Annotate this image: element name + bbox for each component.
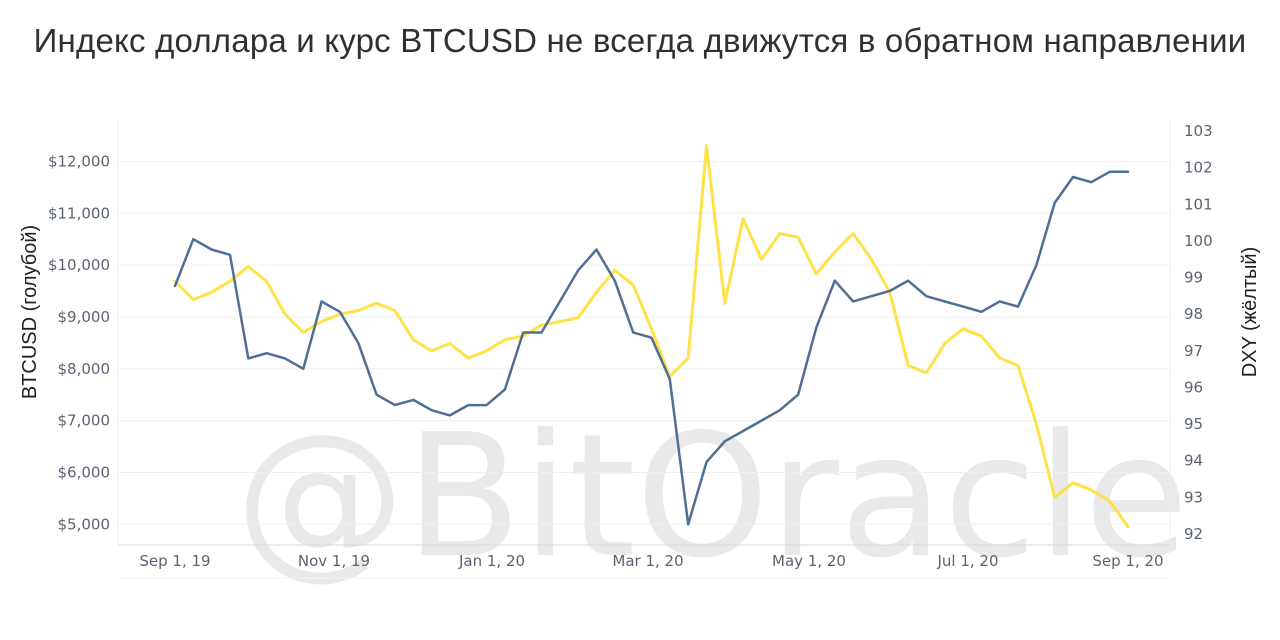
x-tick-label: Nov 1, 19 xyxy=(298,552,370,570)
right-y-tick-label: 100 xyxy=(1184,232,1213,250)
left-y-tick-label: $8,000 xyxy=(58,360,111,378)
gridlines xyxy=(118,160,1170,525)
series-dxy-line xyxy=(173,144,1130,529)
left-y-tick-label: $6,000 xyxy=(58,463,111,481)
left-y-tick-label: $5,000 xyxy=(58,515,111,533)
left-y-tick-labels: $5,000 $6,000 $7,000 $8,000 $9,000 $10,000 $11… xyxy=(48,152,110,533)
right-y-tick-label: 99 xyxy=(1184,269,1203,287)
x-tick-label: Sep 1, 20 xyxy=(1092,552,1163,570)
right-y-tick-label: 98 xyxy=(1184,305,1203,323)
x-tick-labels: Sep 1, 19 Nov 1, 19 Jan 1, 20 Mar 1, 20 May … xyxy=(139,552,1163,570)
right-y-axis-label: DXY (жёлтый) xyxy=(1239,247,1261,378)
chart-title: Индекс доллара и курс BTCUSD не всегда д… xyxy=(33,22,1247,59)
watermark-text: @BitOracle xyxy=(235,398,1189,596)
right-y-tick-label: 96 xyxy=(1184,378,1203,396)
right-y-tick-label: 101 xyxy=(1184,195,1213,213)
x-tick-label: May 1, 20 xyxy=(772,552,846,570)
right-y-tick-label: 95 xyxy=(1184,415,1203,433)
right-y-tick-labels: 92 93 94 95 96 97 98 99 100 101 102 103 xyxy=(1184,122,1213,543)
left-y-tick-label: $9,000 xyxy=(58,308,111,326)
right-y-tick-label: 103 xyxy=(1184,122,1213,140)
right-y-tick-label: 102 xyxy=(1184,159,1213,177)
left-y-axis-label: BTCUSD (голубой) xyxy=(19,225,41,399)
left-y-tick-label: $7,000 xyxy=(58,412,111,430)
right-y-tick-label: 93 xyxy=(1184,488,1203,506)
x-tick-label: Sep 1, 19 xyxy=(139,552,210,570)
right-y-tick-label: 92 xyxy=(1184,525,1203,543)
right-y-tick-label: 97 xyxy=(1184,342,1203,360)
x-tick-label: Jan 1, 20 xyxy=(458,552,525,570)
left-y-tick-label: $12,000 xyxy=(48,152,110,170)
right-y-tick-label: 94 xyxy=(1184,452,1203,470)
series-btcusd-line xyxy=(173,170,1130,526)
left-y-tick-label: $11,000 xyxy=(48,204,110,222)
x-tick-label: Jul 1, 20 xyxy=(936,552,998,570)
left-y-tick-label: $10,000 xyxy=(48,256,110,274)
x-tick-label: Mar 1, 20 xyxy=(612,552,683,570)
